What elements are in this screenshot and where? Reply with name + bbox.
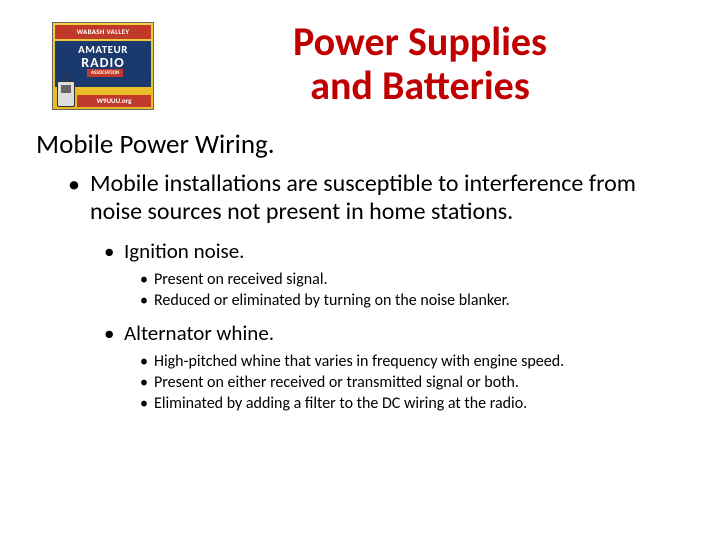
bullet-l2a-text: Ignition noise. xyxy=(124,238,684,264)
bullet-marker: • xyxy=(104,238,114,264)
l3b-0: High-pitched whine that varies in freque… xyxy=(154,352,564,371)
bullet-level3-group-a: •Present on received signal. •Reduced or… xyxy=(140,270,684,312)
handheld-radio-icon xyxy=(57,81,75,107)
list-item: •Present on either received or transmitt… xyxy=(140,373,684,392)
bullet-marker: • xyxy=(140,373,154,392)
l3b-2: Eliminated by adding a filter to the DC … xyxy=(154,394,527,413)
title-line2: and Batteries xyxy=(160,64,680,108)
bullet-marker: • xyxy=(140,270,154,289)
bullet-marker: • xyxy=(140,394,154,413)
l3a-0: Present on received signal. xyxy=(154,270,328,289)
l3a-1: Reduced or eliminated by turning on the … xyxy=(154,291,510,310)
logo-bg: WABASH VALLEY AMATEUR RADIO ASSOCIATION … xyxy=(52,22,154,110)
bullet-level2-ignition: • Ignition noise. xyxy=(104,238,684,264)
logo-mid-line2: RADIO xyxy=(55,56,151,70)
bullet-level3-group-b: •High-pitched whine that varies in frequ… xyxy=(140,352,684,415)
list-item: •Reduced or eliminated by turning on the… xyxy=(140,291,684,310)
bullet-level2-alternator: • Alternator whine. xyxy=(104,320,684,346)
bullet-l2b-text: Alternator whine. xyxy=(124,320,684,346)
list-item: •Eliminated by adding a filter to the DC… xyxy=(140,394,684,413)
bullet-marker: • xyxy=(104,320,114,346)
logo-top-banner: WABASH VALLEY xyxy=(55,25,151,39)
l3b-1: Present on either received or transmitte… xyxy=(154,373,519,392)
bullet-marker: • xyxy=(140,352,154,371)
bullet-level1: • Mobile installations are susceptible t… xyxy=(68,170,684,225)
title-line1: Power Supplies xyxy=(160,20,680,64)
bullet-marker: • xyxy=(140,291,154,310)
section-heading: Mobile Power Wiring. xyxy=(36,128,684,161)
list-item: •Present on received signal. xyxy=(140,270,684,289)
list-item: •High-pitched whine that varies in frequ… xyxy=(140,352,684,371)
club-logo: WABASH VALLEY AMATEUR RADIO ASSOCIATION … xyxy=(52,22,154,110)
bullet-marker: • xyxy=(68,170,80,199)
logo-association-tag: ASSOCIATION xyxy=(87,69,123,77)
bullet-l1-text: Mobile installations are susceptible to … xyxy=(90,170,684,225)
slide-title: Power Supplies and Batteries xyxy=(160,20,680,108)
logo-bottom-banner: W9UUU.org xyxy=(77,95,151,107)
